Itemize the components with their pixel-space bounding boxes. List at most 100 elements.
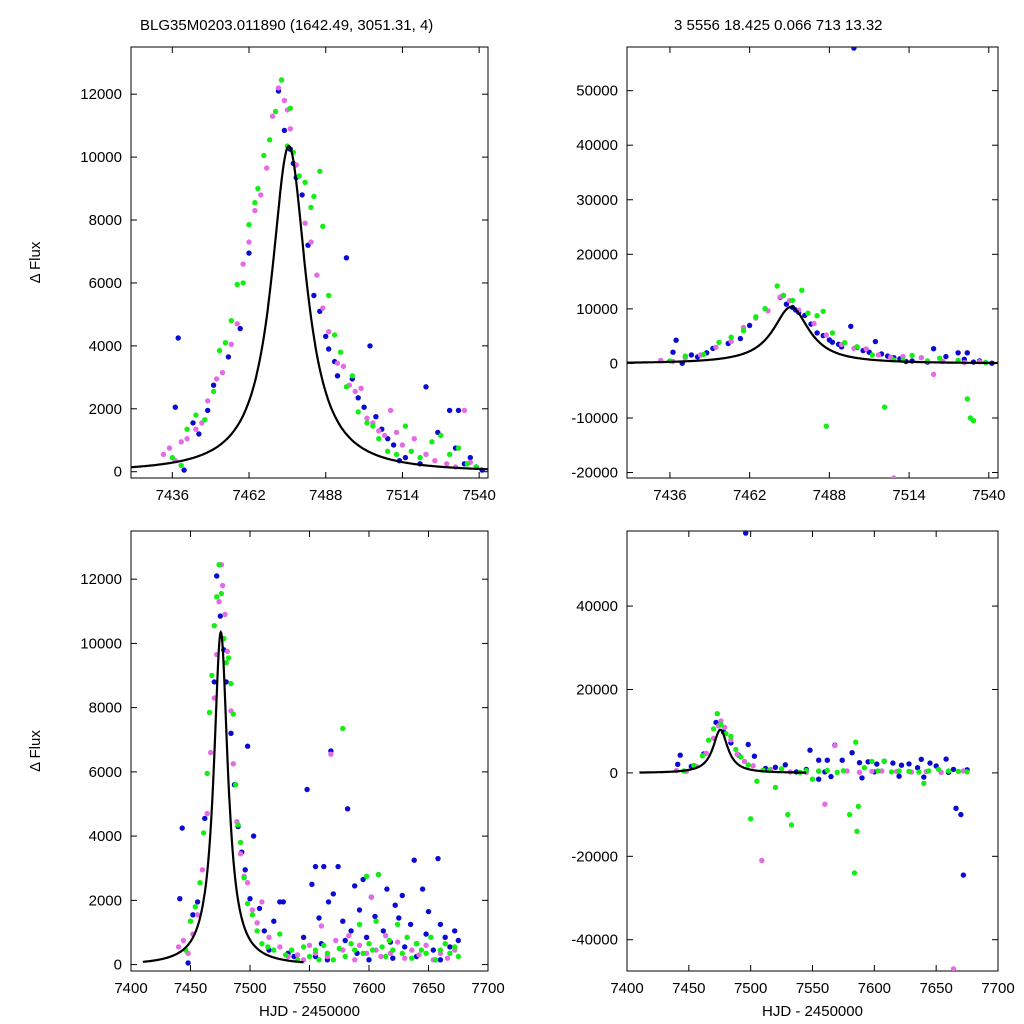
data-point [204, 810, 210, 817]
data-point [733, 746, 739, 753]
data-point [237, 839, 244, 846]
data-point [863, 346, 869, 352]
x-tick-label: 7436 [156, 487, 189, 504]
data-point [360, 950, 366, 956]
data-point [204, 770, 210, 777]
data-point [423, 942, 429, 948]
data-point [344, 806, 351, 812]
data-point [418, 947, 425, 953]
model-curve [142, 630, 304, 964]
data-point [814, 330, 820, 336]
data-point [935, 766, 942, 773]
x-tick-label: 7550 [796, 980, 829, 997]
data-point [856, 760, 863, 766]
data-point [861, 765, 868, 771]
data-point [228, 318, 234, 324]
data-point [413, 941, 420, 947]
data-point [452, 928, 458, 934]
data-point [272, 108, 279, 115]
data-point [713, 344, 719, 350]
data-point [853, 739, 859, 745]
data-point [408, 448, 414, 454]
data-point [314, 272, 320, 278]
data-point [352, 388, 358, 395]
data-point [442, 934, 448, 940]
data-point [352, 957, 358, 963]
data-point [358, 385, 364, 391]
x-tick-label: 7650 [412, 980, 445, 997]
x-tick-label: 7500 [734, 980, 767, 997]
data-point [751, 753, 758, 759]
y-tick-label: 0 [114, 464, 122, 481]
data-point [334, 373, 341, 379]
data-point [234, 321, 240, 327]
data-point [854, 828, 860, 834]
data-point [780, 292, 787, 299]
data-point [799, 287, 805, 293]
data-point [378, 953, 384, 960]
data-point [190, 420, 196, 426]
data-point [205, 398, 211, 404]
data-point [869, 758, 875, 765]
data-point [306, 942, 313, 948]
data-point [375, 871, 382, 878]
data-point [447, 944, 453, 950]
data-point [249, 907, 256, 913]
data-point [955, 350, 961, 356]
data-point [918, 756, 924, 762]
data-point [728, 338, 734, 344]
data-point [851, 47, 857, 51]
data-point [746, 322, 753, 329]
data-point [430, 947, 436, 953]
data-point [392, 902, 398, 908]
data-point [955, 768, 962, 775]
x-tick-label: 7400 [610, 980, 643, 997]
data-point [184, 426, 190, 432]
data-point [423, 384, 429, 390]
data-point [805, 310, 811, 316]
data-point [383, 953, 389, 960]
data-point [283, 952, 289, 958]
x-tick-label: 7462 [232, 487, 265, 504]
data-point [399, 892, 405, 899]
data-point [206, 709, 213, 716]
data-point [304, 786, 310, 793]
data-point [452, 944, 458, 950]
data-point [970, 418, 977, 424]
y-tick-label: 6000 [89, 275, 122, 292]
data-point [223, 660, 229, 666]
data-point [881, 758, 887, 764]
data-point [199, 867, 206, 873]
data-point [750, 763, 756, 769]
data-point [324, 950, 331, 956]
data-point [252, 207, 258, 214]
data-point [896, 773, 902, 779]
y-tick-label: -40000 [571, 932, 618, 949]
x-tick-label: 7450 [672, 980, 705, 997]
data-point [190, 912, 196, 918]
data-point [175, 335, 181, 341]
data-point [455, 445, 462, 451]
data-point [943, 756, 949, 762]
data-point [816, 776, 822, 782]
data-point [326, 292, 332, 299]
data-point [898, 762, 905, 768]
data-point [240, 280, 246, 286]
data-point [807, 747, 813, 753]
data-point [361, 404, 367, 410]
data-point [235, 822, 241, 828]
data-point [326, 346, 332, 352]
data-point [277, 931, 283, 937]
data-point [385, 448, 391, 454]
data-point [688, 352, 695, 358]
data-point [429, 439, 435, 445]
data-point [197, 880, 203, 886]
data-point [856, 769, 863, 775]
data-point [788, 822, 795, 828]
data-point [950, 966, 957, 971]
data-point [308, 204, 314, 211]
data-point [234, 281, 240, 288]
data-point [754, 778, 760, 784]
y-tick-label: 4000 [89, 828, 122, 845]
data-point [677, 752, 683, 758]
